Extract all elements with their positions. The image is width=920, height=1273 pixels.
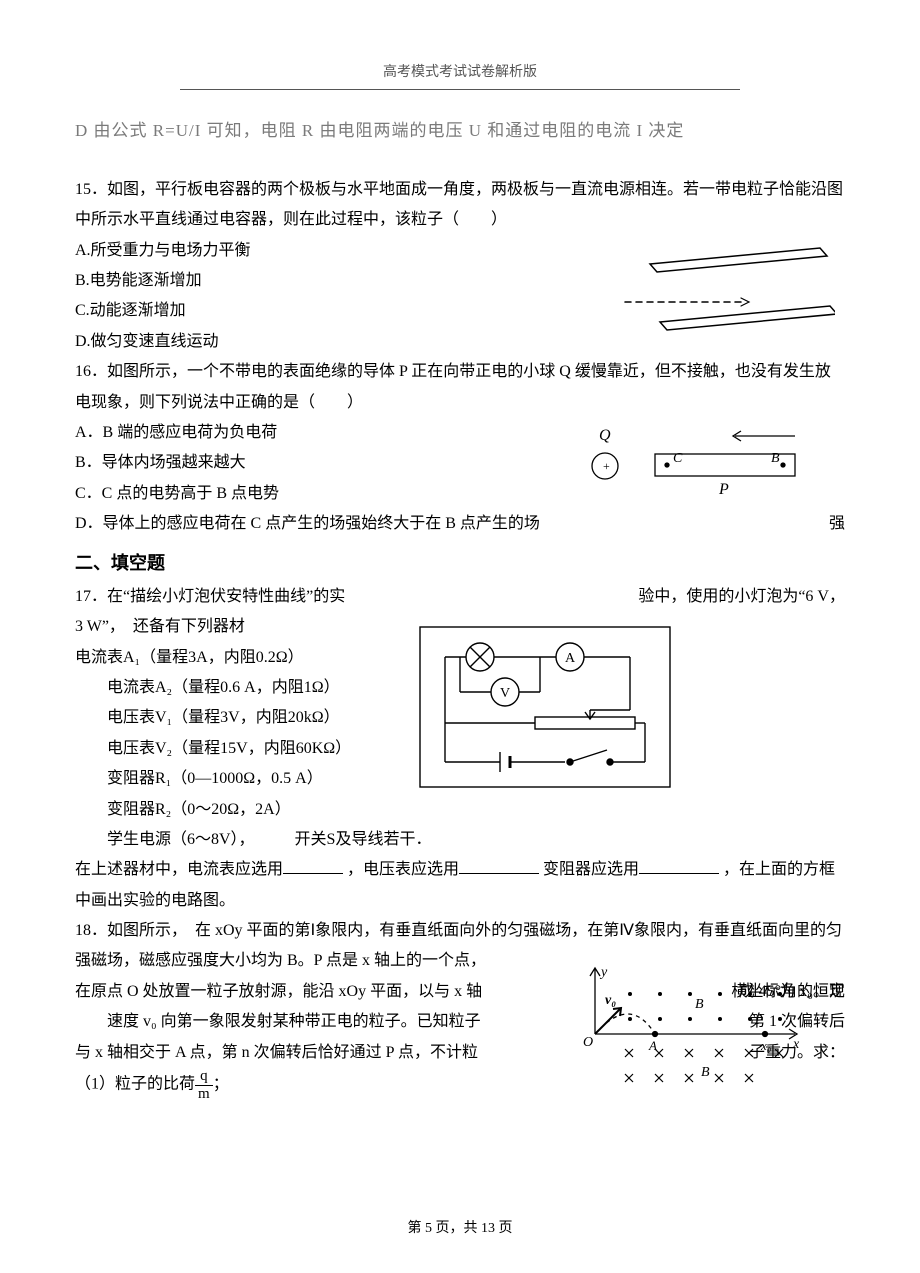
- q18-l1: 18．如图所示， 在 xOy 平面的第Ⅰ象限内，有垂直纸面向外的匀强磁场，在第Ⅳ…: [75, 922, 842, 969]
- blank-ammeter: [283, 857, 343, 874]
- blank-rheostat: [639, 857, 719, 874]
- svg-text:B: B: [695, 997, 704, 1012]
- section-2-title: 二、填空题: [75, 546, 845, 580]
- q16-stem: 16．如图所示，一个不带电的表面绝缘的导体 P 正在向带正电的小球 Q 缓慢靠近…: [75, 357, 845, 418]
- svg-text:O: O: [583, 1035, 593, 1050]
- question-17: 17．在“描绘小灯泡伏安特性曲线”的实 验中，使用的小灯泡为“6 V， 3 W”…: [75, 582, 845, 916]
- svg-text:x: x: [792, 1037, 800, 1052]
- svg-text:P: P: [754, 1012, 763, 1027]
- label-Q: Q: [599, 427, 611, 444]
- label-B: B: [771, 451, 780, 466]
- page-header-title: 高考模式考试试卷解析版: [75, 60, 845, 89]
- magnetic-field-figure: y x O v₀: [575, 964, 805, 1104]
- svg-text:A: A: [648, 1038, 657, 1053]
- svg-text:y: y: [599, 965, 608, 980]
- q15-stem: 15．如图，平行板电容器的两个极板与水平地面成一角度，两极板与一直流电源相连。若…: [75, 175, 845, 236]
- svg-text:V: V: [500, 686, 510, 701]
- circuit-figure: A V: [415, 622, 675, 792]
- header-rule: [180, 89, 740, 90]
- q16-option-d-left: D．导体上的感应电荷在 C 点产生的场强始终大于在 B 点产生的场: [75, 509, 540, 539]
- q17-item-6: 学生电源（6～8V）， 开关S及导线若干．: [75, 825, 845, 855]
- svg-text:+: +: [603, 459, 610, 473]
- blank-voltmeter: [459, 857, 539, 874]
- fraction-qm: qm: [195, 1068, 213, 1102]
- label-C: C: [673, 451, 683, 466]
- svg-text:B: B: [701, 1065, 710, 1080]
- q17-stem-left: 17．在“描绘小灯泡伏安特性曲线”的实: [75, 582, 345, 612]
- q17-tail: 在上述器材中，电流表应选用 ，电压表应选用 变阻器应选用 ，在上面的方框中画出实…: [75, 855, 845, 916]
- capacitor-figure: [595, 246, 835, 356]
- q18-l4: 与 x 轴相交于 A 点，第 n 次偏转后恰好通过 P 点，不计粒: [75, 1038, 478, 1068]
- q18-l2: 在原点 O 处放置一粒子放射源，能沿 xOy 平面，以与 x 轴: [75, 977, 482, 1007]
- question-16: 16．如图所示，一个不带电的表面绝缘的导体 P 正在向带正电的小球 Q 缓慢靠近…: [75, 357, 845, 539]
- question-18: 18．如图所示， 在 xOy 平面的第Ⅰ象限内，有垂直纸面向外的匀强磁场，在第Ⅳ…: [75, 916, 845, 1102]
- q17-item-5: 变阻器R₂（0～20Ω，2A）: [75, 795, 845, 825]
- svg-text:x₀: x₀: [760, 1038, 771, 1053]
- conductor-figure: + Q C B P: [585, 418, 805, 508]
- answer-d-explanation: D 由公式 R=U/I 可知，电阻 R 由电阻两端的电压 U 和通过电阻的电流 …: [75, 115, 845, 147]
- q17-stem-right: 验中，使用的小灯泡为“6 V，: [638, 582, 845, 612]
- svg-text:v₀: v₀: [605, 993, 616, 1008]
- q16-option-d-right: 强: [829, 509, 845, 539]
- question-15: 15．如图，平行板电容器的两个极板与水平地面成一角度，两极板与一直流电源相连。若…: [75, 175, 845, 357]
- page-footer: 第 5 页，共 13 页: [0, 1216, 920, 1243]
- q18-l3: 速度 v₀ 向第一象限发射某种带正电的粒子。已知粒子: [75, 1007, 481, 1037]
- exam-page: 高考模式考试试卷解析版 D 由公式 R=U/I 可知，电阻 R 由电阻两端的电压…: [0, 0, 920, 1273]
- label-P: P: [718, 481, 729, 498]
- svg-text:A: A: [565, 651, 576, 666]
